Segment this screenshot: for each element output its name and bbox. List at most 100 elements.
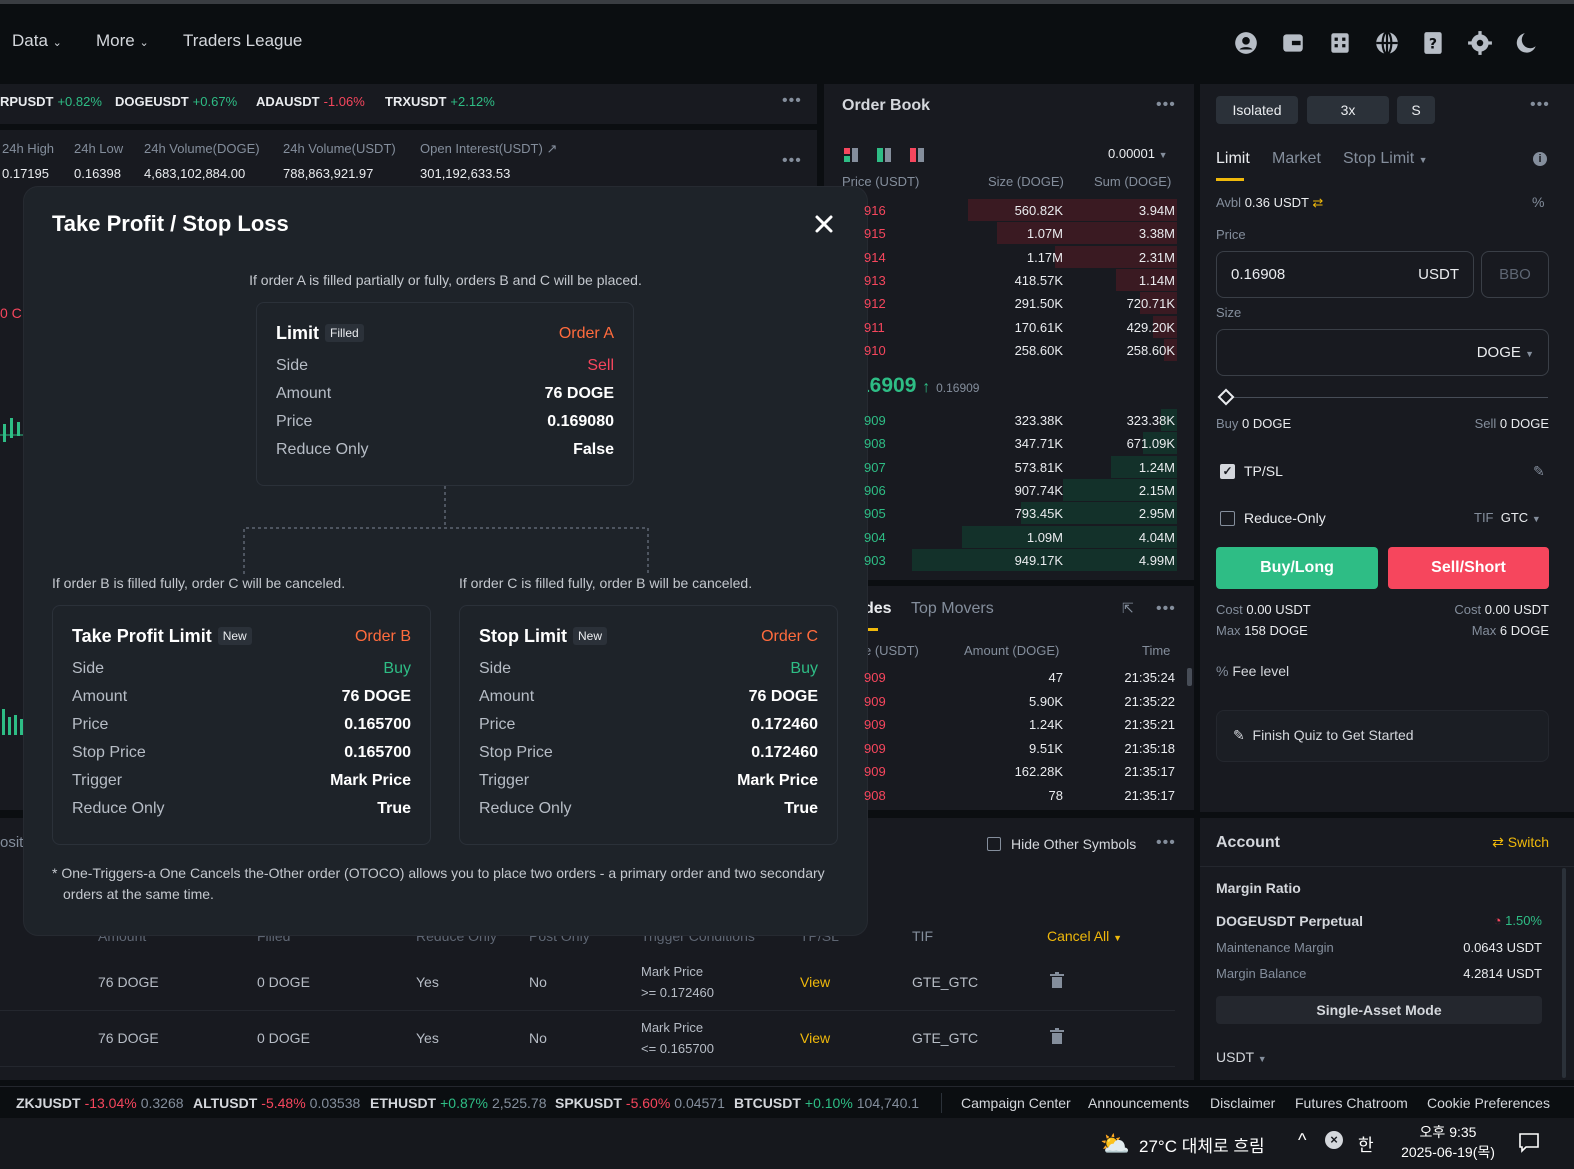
close-icon[interactable] xyxy=(814,214,834,234)
account-panel: Account ⇄ Switch Margin Ratio DOGEUSDT P… xyxy=(1200,818,1574,1080)
size-slider-track[interactable] xyxy=(1220,397,1548,398)
more-dots-icon[interactable]: ••• xyxy=(782,152,802,169)
switch-button[interactable]: ⇄ Switch xyxy=(1492,834,1549,850)
info-icon[interactable]: i xyxy=(1533,152,1547,166)
trash-icon[interactable] xyxy=(1050,1028,1064,1047)
footer-ticker[interactable]: SPKUSDT -5.60% 0.04571 xyxy=(555,1095,725,1111)
hide-other-checkbox[interactable] xyxy=(987,837,1001,851)
cell-trigger-value: >= 0.172460 xyxy=(641,985,715,1000)
more-dots-icon[interactable]: ••• xyxy=(782,92,802,109)
order-c-label: Order C xyxy=(761,628,818,645)
asset-mode-button[interactable]: S xyxy=(1397,96,1435,124)
price-input[interactable]: 0.16908 USDT xyxy=(1216,251,1474,298)
nav-more-menu[interactable]: More ⌄ xyxy=(96,31,149,50)
orders-icon[interactable] xyxy=(1327,30,1353,56)
cancel-all-button[interactable]: Cancel All ▼ xyxy=(1047,928,1123,944)
more-dots-icon[interactable]: ••• xyxy=(1156,834,1176,851)
ask-row[interactable]: 911 170.61K 429.20K xyxy=(842,315,1177,339)
footer-ticker[interactable]: BTCUSDT +0.10% 104,740.1 xyxy=(734,1095,920,1111)
footer-link[interactable]: Cookie Preferences xyxy=(1427,1095,1550,1111)
margin-mode-button[interactable]: Isolated xyxy=(1216,96,1298,124)
popout-icon[interactable]: ⇱ xyxy=(1122,600,1134,616)
size-input[interactable]: DOGE ▼ xyxy=(1216,329,1549,376)
ticker-item[interactable]: RPUSDT +0.82% xyxy=(0,94,102,109)
ask-row[interactable]: 910 258.60K 258.60K xyxy=(842,338,1177,362)
weather-text[interactable]: 27°C 대체로 흐림 xyxy=(1139,1137,1265,1156)
bid-row[interactable]: 904 1.09M 4.04M xyxy=(842,525,1177,549)
weather-icon[interactable]: ⛅ xyxy=(1100,1131,1130,1158)
ask-row[interactable]: 912 291.50K 720.71K xyxy=(842,292,1177,315)
tif-select[interactable]: TIF GTC ▼ xyxy=(1474,510,1541,525)
footer-link[interactable]: Announcements xyxy=(1088,1095,1190,1111)
clock-date[interactable]: 2025-06-19(목) xyxy=(1401,1144,1495,1160)
more-dots-icon[interactable]: ••• xyxy=(1156,600,1176,617)
book-both-icon[interactable] xyxy=(844,148,858,162)
tab-top-movers[interactable]: Top Movers xyxy=(911,600,994,617)
fee-level-link[interactable]: % Fee level xyxy=(1216,663,1290,679)
bid-row[interactable]: 906 907.74K 2.15M xyxy=(842,478,1177,502)
depth-bar xyxy=(996,222,1177,245)
ticker-item[interactable]: DOGEUSDT +0.67% xyxy=(115,94,238,109)
reduce-only-checkbox[interactable] xyxy=(1220,511,1235,526)
chevron-up-icon[interactable]: ^ xyxy=(1298,1130,1307,1150)
ask-row[interactable]: 914 1.17M 2.31M xyxy=(842,245,1177,269)
clock-time[interactable]: 오후 9:35 xyxy=(1419,1124,1477,1140)
tab-positions-fragment[interactable]: osit xyxy=(0,834,24,851)
wallet-icon[interactable] xyxy=(1280,30,1306,56)
ticker-item[interactable]: TRXUSDT +2.12% xyxy=(385,94,495,109)
edit-icon[interactable]: ✎ xyxy=(1533,463,1545,479)
footer-ticker[interactable]: ETHUSDT +0.87% 2,525.78 xyxy=(370,1095,547,1111)
leverage-button[interactable]: 3x xyxy=(1307,96,1389,124)
footer-ticker[interactable]: ALTUSDT -5.48% 0.03538 xyxy=(193,1095,361,1111)
sell-short-button[interactable]: Sell/Short xyxy=(1388,547,1549,589)
bid-row[interactable]: 909 323.38K 323.38K xyxy=(842,409,1177,432)
bid-row[interactable]: 908 347.71K 671.09K xyxy=(842,432,1177,455)
globe-icon[interactable] xyxy=(1374,30,1400,56)
moon-icon[interactable] xyxy=(1514,30,1540,56)
footer-link[interactable]: Disclaimer xyxy=(1210,1095,1276,1111)
ask-row[interactable]: 913 418.57K 1.14M xyxy=(842,268,1177,292)
footer-ticker[interactable]: ZKJUSDT -13.04% 0.3268 xyxy=(16,1095,184,1111)
book-asks-icon[interactable] xyxy=(910,148,924,162)
bbo-button[interactable]: BBO xyxy=(1481,251,1549,298)
tab-limit[interactable]: Limit xyxy=(1216,150,1250,167)
book-bids-icon[interactable] xyxy=(877,148,891,162)
more-dots-icon[interactable]: ••• xyxy=(1156,96,1176,113)
ask-row[interactable]: 916 560.82K 3.94M xyxy=(842,199,1177,222)
buy-long-button[interactable]: Buy/Long xyxy=(1216,547,1378,589)
tab-stop-limit[interactable]: Stop Limit ▼ xyxy=(1343,150,1428,167)
tab-market[interactable]: Market xyxy=(1272,150,1321,167)
notification-icon[interactable] xyxy=(1518,1132,1540,1154)
bid-row[interactable]: 905 793.45K 2.95M xyxy=(842,502,1177,525)
single-asset-mode-button[interactable]: Single-Asset Mode xyxy=(1216,996,1542,1024)
footer-link[interactable]: Futures Chatroom xyxy=(1295,1095,1408,1111)
cell-amount: 76 DOGE xyxy=(98,974,159,990)
more-dots-icon[interactable]: ••• xyxy=(1530,96,1550,113)
scrollbar[interactable] xyxy=(1187,668,1192,686)
tab-trades[interactable]: des xyxy=(864,600,892,617)
nav-data-menu[interactable]: Data ⌄ xyxy=(12,31,62,50)
trash-icon[interactable] xyxy=(1050,972,1064,991)
ticker-item[interactable]: ADAUSDT -1.06% xyxy=(256,94,365,109)
network-error-icon[interactable]: × xyxy=(1325,1131,1343,1149)
ask-row[interactable]: 915 1.07M 3.38M xyxy=(842,222,1177,245)
size-unit-select[interactable]: DOGE ▼ xyxy=(1476,344,1534,361)
gear-icon[interactable] xyxy=(1467,30,1493,56)
ime-indicator[interactable]: 한 xyxy=(1358,1136,1374,1155)
tpsl-checkbox[interactable]: ✓ xyxy=(1220,464,1235,479)
calculator-icon[interactable]: % xyxy=(1532,194,1545,210)
size-slider-handle[interactable] xyxy=(1217,388,1235,406)
precision-select[interactable]: 0.00001 ▼ xyxy=(1108,146,1168,161)
cell-tpsl[interactable]: View xyxy=(800,974,831,990)
quiz-banner[interactable]: ✎ Finish Quiz to Get Started xyxy=(1216,710,1549,762)
footer-link[interactable]: Campaign Center xyxy=(961,1095,1071,1111)
cell-tpsl[interactable]: View xyxy=(800,1030,831,1046)
nav-traders-league[interactable]: Traders League xyxy=(183,31,303,50)
book-sum: 429.20K xyxy=(1126,319,1175,335)
user-icon[interactable] xyxy=(1233,30,1259,56)
scrollbar[interactable] xyxy=(1562,868,1566,1078)
asset-select[interactable]: USDT ▼ xyxy=(1216,1049,1267,1065)
bid-row[interactable]: 907 573.81K 1.24M xyxy=(842,455,1177,479)
help-icon[interactable]: ? xyxy=(1420,30,1446,56)
bid-row[interactable]: 903 949.17K 4.99M xyxy=(842,548,1177,572)
